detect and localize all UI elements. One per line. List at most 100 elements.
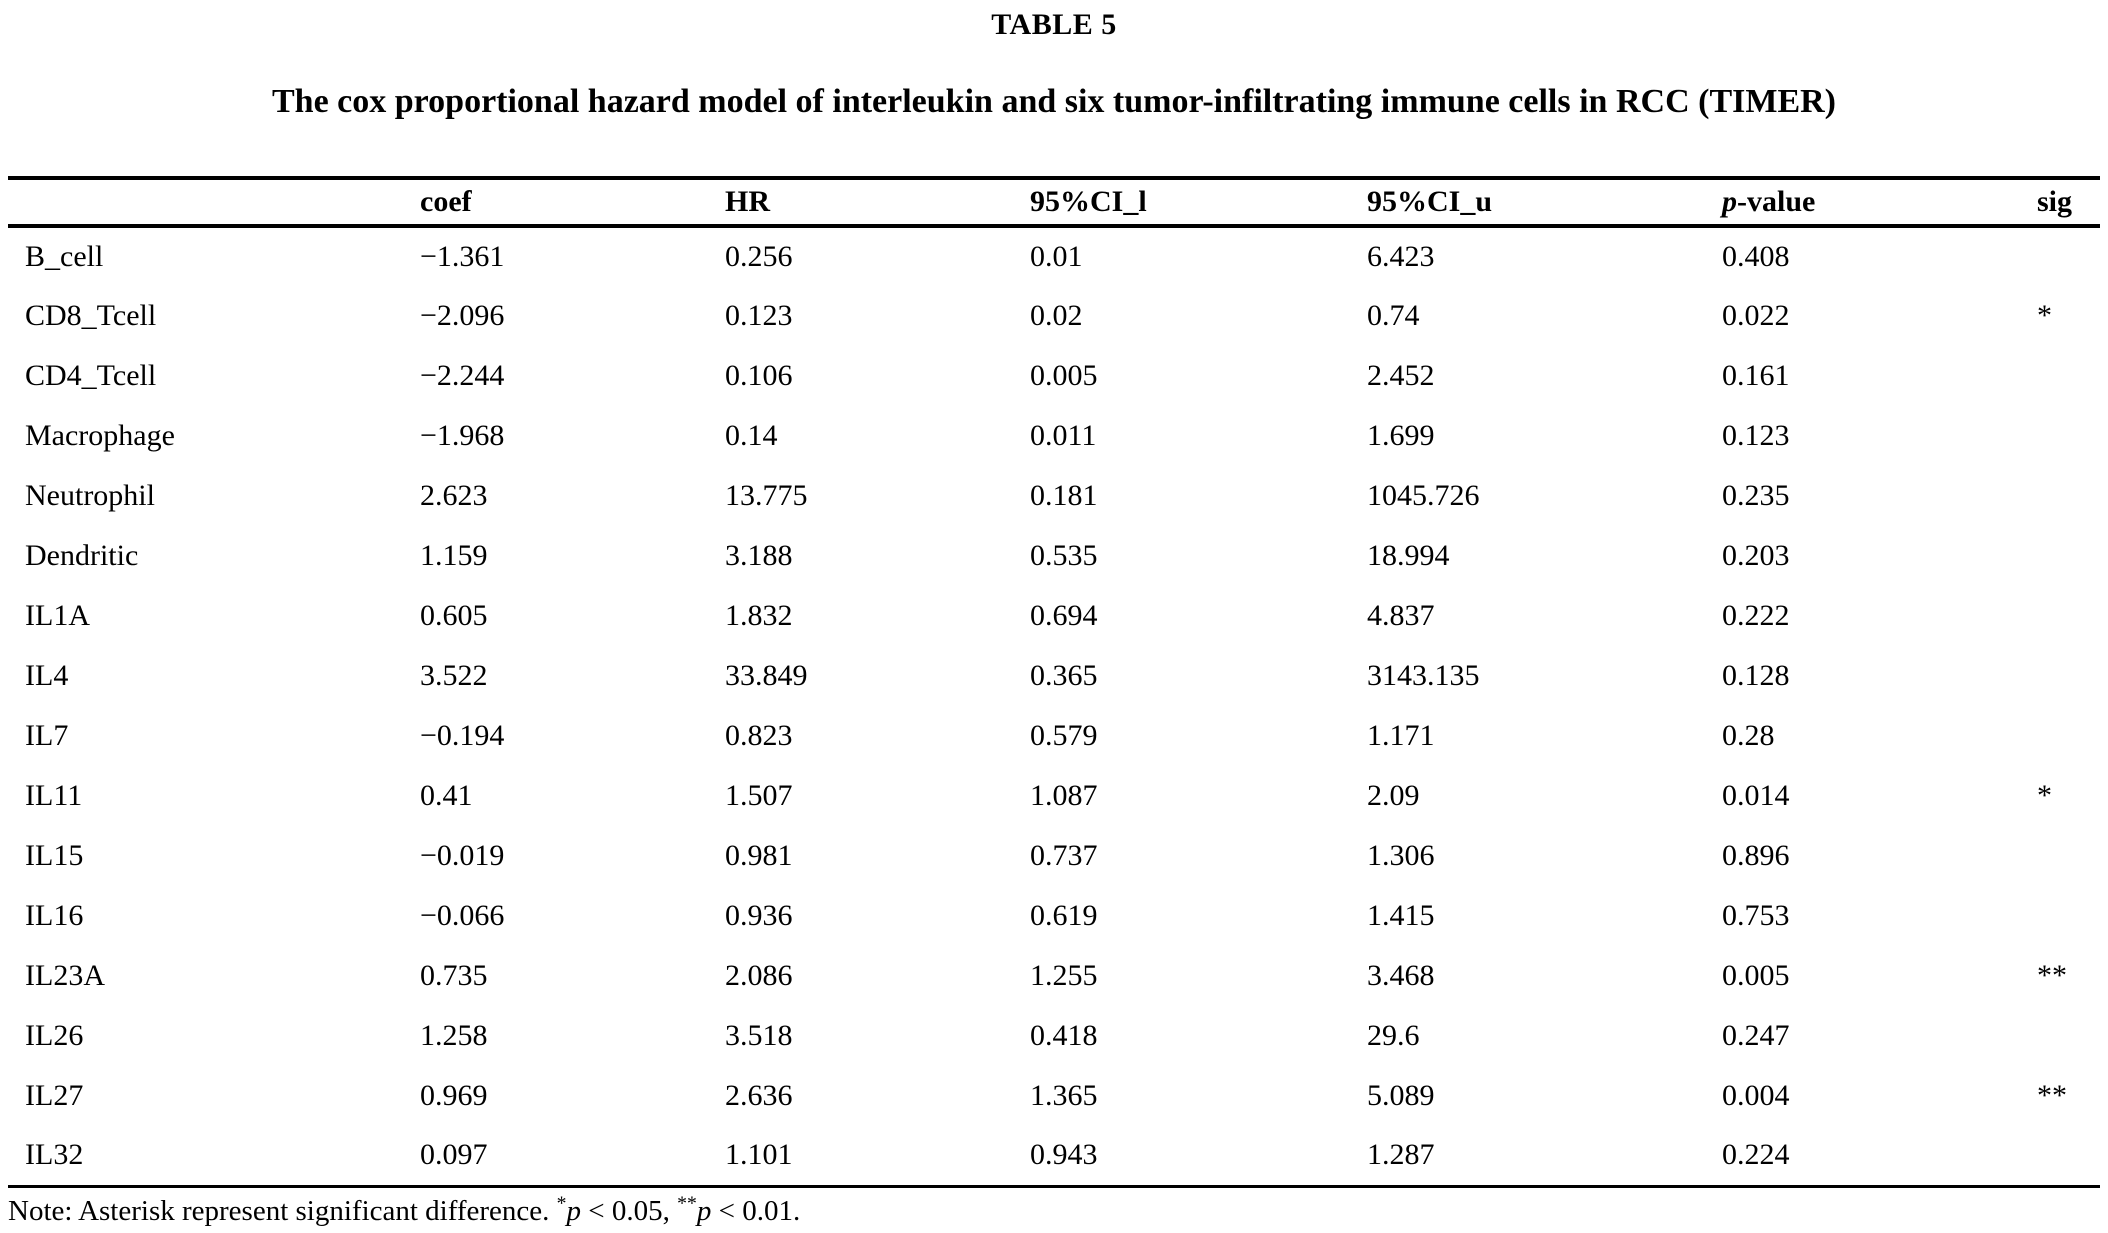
table-header: coef HR 95%CI_l 95%CI_u p-value sig: [8, 178, 2100, 226]
p-value-cell: 0.896: [1722, 839, 1790, 872]
hr-cell: 0.256: [725, 240, 793, 273]
hr-cell: 2.636: [725, 1079, 793, 1112]
p-value-cell: 0.123: [1722, 419, 1790, 452]
table-row: Macrophage −1.968 0.14 0.011 1.699 0.123: [8, 406, 2100, 466]
coef-cell: 1.159: [420, 539, 488, 572]
ci-lower-cell: 0.535: [1030, 539, 1098, 572]
sig-cell: [2020, 586, 2100, 646]
table-row: CD8_Tcell −2.096 0.123 0.02 0.74 0.022 *: [8, 286, 2100, 346]
hr-cell: 2.086: [725, 959, 793, 992]
table-row: IL26 1.258 3.518 0.418 29.6 0.247: [8, 1006, 2100, 1066]
ci-upper-cell: 5.089: [1367, 1079, 1435, 1112]
ci-upper-cell: 2.452: [1367, 359, 1435, 392]
row-label-cell: IL32: [25, 1138, 84, 1172]
row-label-cell: IL23A: [25, 959, 105, 992]
sig-cell: *: [2037, 779, 2052, 812]
row-label-cell: Macrophage: [25, 419, 175, 452]
ci-upper-cell: 1.415: [1367, 899, 1435, 932]
sig-cell: *: [2037, 299, 2052, 332]
sig-cell: [2020, 526, 2100, 586]
ci-lower-cell: 0.418: [1030, 1019, 1098, 1052]
coef-cell: 0.41: [420, 779, 473, 812]
table-row: Neutrophil 2.623 13.775 0.181 1045.726 0.235: [8, 466, 2100, 526]
ci-upper-cell: 1.306: [1367, 839, 1435, 872]
coef-cell: −0.019: [420, 839, 505, 872]
ci-lower-cell: 0.619: [1030, 899, 1098, 932]
hr-cell: 1.832: [725, 599, 793, 632]
ci-lower-cell: 0.694: [1030, 599, 1098, 632]
table-row: IL32 0.097 1.101 0.943 1.287 0.224: [8, 1126, 2100, 1186]
hr-cell: 0.14: [725, 419, 778, 452]
p-value-italic-p: p: [1722, 185, 1737, 218]
p-value-cell: 0.005: [1722, 959, 1790, 992]
coef-cell: −1.968: [420, 419, 505, 452]
ci-lower-cell: 1.365: [1030, 1079, 1098, 1112]
p-value-cell: 0.247: [1722, 1019, 1790, 1052]
hr-cell: 33.849: [725, 659, 808, 692]
ci-lower-cell: 0.181: [1030, 479, 1098, 512]
header-ci-upper: 95%CI_u: [1367, 185, 1493, 218]
ci-upper-cell: 1.287: [1367, 1138, 1435, 1172]
ci-lower-cell: 0.02: [1030, 299, 1083, 332]
coef-cell: 0.969: [420, 1079, 488, 1112]
hr-cell: 1.101: [725, 1138, 793, 1172]
p-value-cell: 0.161: [1722, 359, 1790, 392]
table-row: IL16 −0.066 0.936 0.619 1.415 0.753: [8, 886, 2100, 946]
table-row: IL27 0.969 2.636 1.365 5.089 0.004 **: [8, 1066, 2100, 1126]
row-label-cell: IL27: [25, 1079, 84, 1112]
row-label-cell: IL7: [25, 719, 69, 752]
table-row: Dendritic 1.159 3.188 0.535 18.994 0.203: [8, 526, 2100, 586]
p-value-cell: 0.408: [1722, 240, 1790, 273]
hr-cell: 13.775: [725, 479, 808, 512]
row-label-cell: IL1A: [25, 599, 90, 632]
ci-upper-cell: 1.171: [1367, 719, 1435, 752]
ci-upper-cell: 18.994: [1367, 539, 1450, 572]
hr-cell: 0.823: [725, 719, 793, 752]
ci-lower-cell: 0.011: [1030, 419, 1097, 452]
table-number-label: TABLE 5: [991, 8, 1117, 41]
footnote-star-double: **: [677, 1191, 697, 1214]
row-label-cell: IL26: [25, 1019, 84, 1052]
table-row: IL15 −0.019 0.981 0.737 1.306 0.896: [8, 826, 2100, 886]
sig-cell: [2020, 1006, 2100, 1066]
header-hr: HR: [725, 185, 770, 218]
ci-upper-cell: 2.09: [1367, 779, 1420, 812]
table-title: The cox proportional hazard model of int…: [272, 83, 1836, 120]
coef-cell: −2.096: [420, 299, 505, 332]
hr-cell: 0.981: [725, 839, 793, 872]
row-label-cell: IL16: [25, 899, 84, 932]
row-label-cell: Neutrophil: [25, 479, 155, 512]
p-value-cell: 0.203: [1722, 539, 1790, 572]
table-row: IL11 0.41 1.507 1.087 2.09 0.014 *: [8, 766, 2100, 826]
header-row-label: [8, 178, 403, 226]
coef-cell: −0.066: [420, 899, 505, 932]
coef-cell: 2.623: [420, 479, 488, 512]
table-row: CD4_Tcell −2.244 0.106 0.005 2.452 0.161: [8, 346, 2100, 406]
ci-lower-cell: 0.737: [1030, 839, 1098, 872]
table-row: IL4 3.522 33.849 0.365 3143.135 0.128: [8, 646, 2100, 706]
sig-cell: [2020, 886, 2100, 946]
row-label-cell: IL11: [25, 779, 83, 812]
ci-upper-cell: 3143.135: [1367, 659, 1480, 692]
table-footnote: Note: Asterisk represent significant dif…: [8, 1191, 2108, 1228]
sig-cell: [2020, 346, 2100, 406]
row-label-cell: IL4: [25, 659, 69, 692]
ci-upper-cell: 4.837: [1367, 599, 1435, 632]
sig-cell: [2020, 1126, 2100, 1186]
coef-cell: 0.097: [420, 1138, 488, 1172]
coef-cell: −1.361: [420, 240, 505, 273]
footnote-p2: p: [696, 1194, 712, 1227]
p-value-cell: 0.022: [1722, 299, 1790, 332]
row-label-cell: CD4_Tcell: [25, 359, 157, 392]
table-row: IL23A 0.735 2.086 1.255 3.468 0.005 **: [8, 946, 2100, 1006]
footnote-p1: p: [566, 1194, 582, 1227]
sig-cell: **: [2037, 1079, 2067, 1112]
sig-cell: **: [2037, 959, 2067, 992]
p-value-cell: 0.222: [1722, 599, 1790, 632]
table-row: IL7 −0.194 0.823 0.579 1.171 0.28: [8, 706, 2100, 766]
ci-upper-cell: 0.74: [1367, 299, 1420, 332]
ci-lower-cell: 0.01: [1030, 240, 1083, 273]
table-body: B_cell −1.361 0.256 0.01 6.423 0.408 CD8_Tcell…: [8, 226, 2100, 1186]
footnote-star-single: *: [556, 1191, 567, 1214]
